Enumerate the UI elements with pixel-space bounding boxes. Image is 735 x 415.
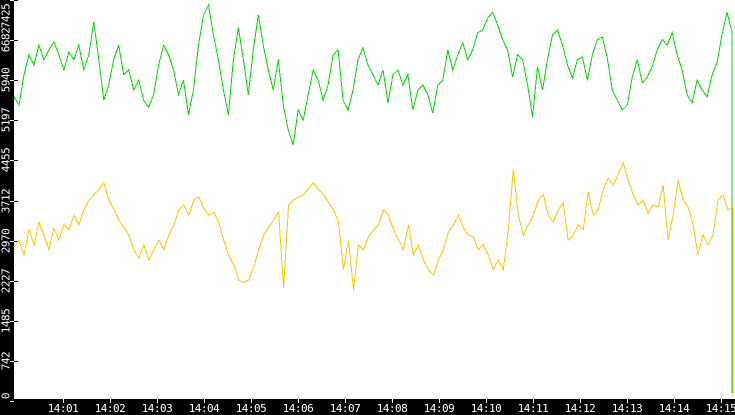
y-tick-label: 2970: [0, 228, 13, 253]
x-tick-label: 14:10: [470, 402, 502, 415]
y-tick-label: 6682: [0, 27, 13, 53]
y-tick-label: 5940: [0, 67, 13, 93]
x-tick-label: 14:09: [423, 402, 455, 415]
series-green-line: [13, 3, 733, 393]
x-axis-strip: [0, 399, 735, 415]
x-tick-label: 14:02: [94, 402, 126, 415]
x-tick-label: 14:08: [376, 402, 408, 415]
y-tick-label: 5197: [0, 108, 13, 133]
x-tick-label: 14:11: [517, 402, 549, 415]
x-tick-label: 14:04: [188, 402, 220, 415]
y-tick-label: 1485: [0, 308, 13, 334]
x-tick-label: 14:07: [329, 402, 361, 415]
y-tick-label: 4455: [0, 148, 13, 173]
x-tick-label: 14:05: [235, 402, 267, 415]
y-tick-label: 3712: [0, 188, 13, 213]
x-tick-label: 14:01: [47, 402, 79, 415]
x-tick-label: 14:14: [658, 402, 690, 415]
x-tick-label: 14:06: [282, 402, 314, 415]
x-tick-label: 14:15: [705, 402, 735, 415]
y-tick-label: 0: [0, 392, 13, 400]
y-axis-strip: [0, 0, 14, 415]
x-tick-label: 14:12: [564, 402, 596, 415]
y-tick-label: 742: [0, 351, 13, 371]
series-yellow-line: [13, 161, 734, 397]
x-tick-label: 14:03: [141, 402, 173, 415]
y-tick-label: 2227: [0, 268, 13, 293]
x-tick-label: 14:13: [611, 402, 643, 415]
y-tick-label: 7425: [0, 3, 13, 29]
